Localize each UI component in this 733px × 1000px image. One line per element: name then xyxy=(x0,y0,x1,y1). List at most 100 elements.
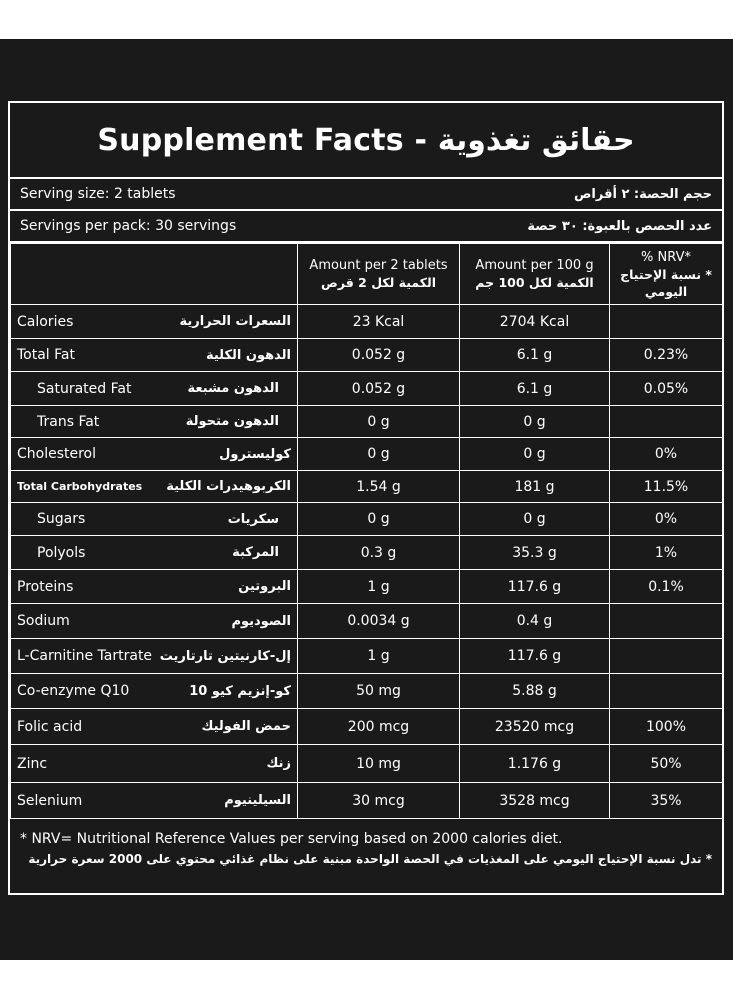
nutrient-name-en: Saturated Fat xyxy=(37,380,132,397)
nutrient-name-cell: Zinc زنك xyxy=(10,744,298,783)
nutrient-name-en: L-Carnitine Tartrate xyxy=(17,648,153,664)
header-per-serving-en: Amount per 2 tablets xyxy=(309,258,448,273)
nutrient-name-en: Polyols xyxy=(37,544,86,561)
amount-per-100g: 6.1 g xyxy=(459,371,610,406)
nutrient-name-ar: الدهون مشبعة xyxy=(187,381,279,396)
nutrient-name-en: Proteins xyxy=(17,578,74,595)
header-nrv: % NRV* * نسبة الإحتياج اليومي xyxy=(609,243,723,305)
nrv-percent: 0.1% xyxy=(609,569,723,604)
serving-size-en: Serving size: 2 tablets xyxy=(20,186,176,202)
nutrient-name-en: Cholesterol xyxy=(17,446,97,462)
nutrient-name-cell: Saturated Fat الدهون مشبعة xyxy=(10,371,298,406)
nrv-percent: 35% xyxy=(609,782,723,819)
panel-title: Supplement Facts - حقائق تغذوية xyxy=(10,103,722,179)
nutrient-name-cell: Selenium السيلينيوم xyxy=(10,782,298,819)
nutrient-name-en: Total Fat xyxy=(17,347,75,363)
table-row: Zinc زنك 10 mg 1.176 g 50% xyxy=(10,744,723,783)
amount-per-100g: 2704 Kcal xyxy=(459,304,610,339)
footnote-ar: * تدل نسبة الإحتياج اليومي على المغذيات … xyxy=(28,852,712,866)
table-row: Total Carbohydrates الكربوهيدرات الكلية 1.… xyxy=(10,470,723,503)
table-header-row: Amount per 2 tablets الكمية لكل 2 قرص Am… xyxy=(10,243,723,305)
nrv-percent: 0.05% xyxy=(609,371,723,406)
table-row: Proteins البروتين 1 g 117.6 g 0.1% xyxy=(10,569,723,604)
amount-per-serving: 50 mg xyxy=(297,673,460,709)
nutrient-name-en: Sodium xyxy=(17,613,70,629)
table-row: Saturated Fat الدهون مشبعة 0.052 g 6.1 g 0.0… xyxy=(10,371,723,406)
nutrient-name-ar: الدهون الكلية xyxy=(205,347,291,363)
servings-per-pack-en: Servings per pack: 30 servings xyxy=(20,218,237,234)
nutrient-name-ar: زنك xyxy=(266,756,291,771)
amount-per-serving: 0 g xyxy=(297,437,460,471)
nrv-percent: 0% xyxy=(609,502,723,536)
amount-per-serving: 1.54 g xyxy=(297,470,460,503)
amount-per-serving: 0 g xyxy=(297,405,460,438)
amount-per-serving: 0.052 g xyxy=(297,338,460,372)
header-per-100g-en: Amount per 100 g xyxy=(475,258,594,273)
table-row: Calories السعرات الحرارية 23 Kcal 2704 Kcal xyxy=(10,304,723,339)
nutrition-table: Amount per 2 tablets الكمية لكل 2 قرص Am… xyxy=(10,243,723,819)
footnote-en: * NRV= Nutritional Reference Values per … xyxy=(20,831,563,847)
serving-size-row: Serving size: 2 tablets حجم الحصة: ٢ أقر… xyxy=(10,179,722,211)
nutrient-name-ar: سكريات xyxy=(227,511,279,527)
table-body: Calories السعرات الحرارية 23 Kcal 2704 Kcal… xyxy=(10,304,723,819)
amount-per-serving: 0.0034 g xyxy=(297,603,460,639)
nutrient-name-cell: Folic acid حمض الفوليك xyxy=(10,708,298,745)
amount-per-100g: 0.4 g xyxy=(459,603,610,639)
amount-per-100g: 1.176 g xyxy=(459,744,610,783)
amount-per-serving: 30 mcg xyxy=(297,782,460,819)
nutrient-name-ar: إل-كارنيتين تارتاريت xyxy=(159,648,291,664)
nrv-percent xyxy=(609,603,723,639)
amount-per-serving: 10 mg xyxy=(297,744,460,783)
table-row: Co-enzyme Q10 كو-إنزيم كيو 10 50 mg 5.88 g xyxy=(10,673,723,709)
header-per-serving-ar: الكمية لكل 2 قرص xyxy=(321,275,436,290)
nutrient-name-en: Selenium xyxy=(17,792,83,809)
header-nutrient xyxy=(10,243,298,305)
amount-per-100g: 0 g xyxy=(459,405,610,438)
servings-per-pack-ar: عدد الحصص بالعبوة: ٣٠ حصة xyxy=(527,218,712,234)
nutrient-name-cell: Total Fat الدهون الكلية xyxy=(10,338,298,372)
amount-per-serving: 1 g xyxy=(297,569,460,604)
nutrient-name-en: Zinc xyxy=(17,755,48,772)
table-row: Sodium الصوديوم 0.0034 g 0.4 g xyxy=(10,603,723,639)
amount-per-serving: 200 mcg xyxy=(297,708,460,745)
nutrient-name-en: Sugars xyxy=(37,511,86,527)
amount-per-serving: 0 g xyxy=(297,502,460,536)
amount-per-100g: 0 g xyxy=(459,502,610,536)
nutrient-name-en: Total Carbohydrates xyxy=(17,480,143,493)
nutrient-name-ar: كوليسترول xyxy=(219,446,291,462)
nutrient-name-ar: الدهون متحولة xyxy=(185,414,279,429)
nutrient-name-ar: السعرات الحرارية xyxy=(179,314,291,329)
header-per-100g: Amount per 100 g الكمية لكل 100 جم xyxy=(459,243,610,305)
header-per-100g-ar: الكمية لكل 100 جم xyxy=(475,275,594,290)
nrv-percent: 11.5% xyxy=(609,470,723,503)
amount-per-serving: 0.052 g xyxy=(297,371,460,406)
amount-per-serving: 1 g xyxy=(297,638,460,674)
nutrient-name-ar: حمض الفوليك xyxy=(201,719,291,734)
table-row: Polyols المركبة 0.3 g 35.3 g 1% xyxy=(10,535,723,570)
amount-per-100g: 5.88 g xyxy=(459,673,610,709)
amount-per-serving: 23 Kcal xyxy=(297,304,460,339)
nutrient-name-ar: الكربوهيدرات الكلية xyxy=(166,479,291,494)
nutrient-name-cell: Sugars سكريات xyxy=(10,502,298,536)
nrv-percent xyxy=(609,673,723,709)
title-en: Supplement Facts - xyxy=(97,122,428,158)
nutrient-name-ar: المركبة xyxy=(232,545,279,560)
amount-per-100g: 181 g xyxy=(459,470,610,503)
nrv-percent: 100% xyxy=(609,708,723,745)
amount-per-100g: 117.6 g xyxy=(459,638,610,674)
amount-per-serving: 0.3 g xyxy=(297,535,460,570)
servings-per-pack-row: Servings per pack: 30 servings عدد الحصص… xyxy=(10,211,722,243)
nutrient-name-en: Trans Fat xyxy=(37,413,100,430)
nutrient-name-ar: الصوديوم xyxy=(231,613,291,629)
amount-per-100g: 23520 mcg xyxy=(459,708,610,745)
nrv-percent: 0.23% xyxy=(609,338,723,372)
amount-per-100g: 3528 mcg xyxy=(459,782,610,819)
nutrient-name-ar: البروتين xyxy=(238,579,291,594)
table-row: L-Carnitine Tartrate إل-كارنيتين تارتاريت… xyxy=(10,638,723,674)
title-ar: حقائق تغذوية xyxy=(437,122,635,158)
nutrient-name-cell: Trans Fat الدهون متحولة xyxy=(10,405,298,438)
nutrient-name-cell: Co-enzyme Q10 كو-إنزيم كيو 10 xyxy=(10,673,298,709)
nutrient-name-en: Calories xyxy=(17,313,74,330)
table-row: Folic acid حمض الفوليك 200 mcg 23520 mcg 100… xyxy=(10,708,723,745)
